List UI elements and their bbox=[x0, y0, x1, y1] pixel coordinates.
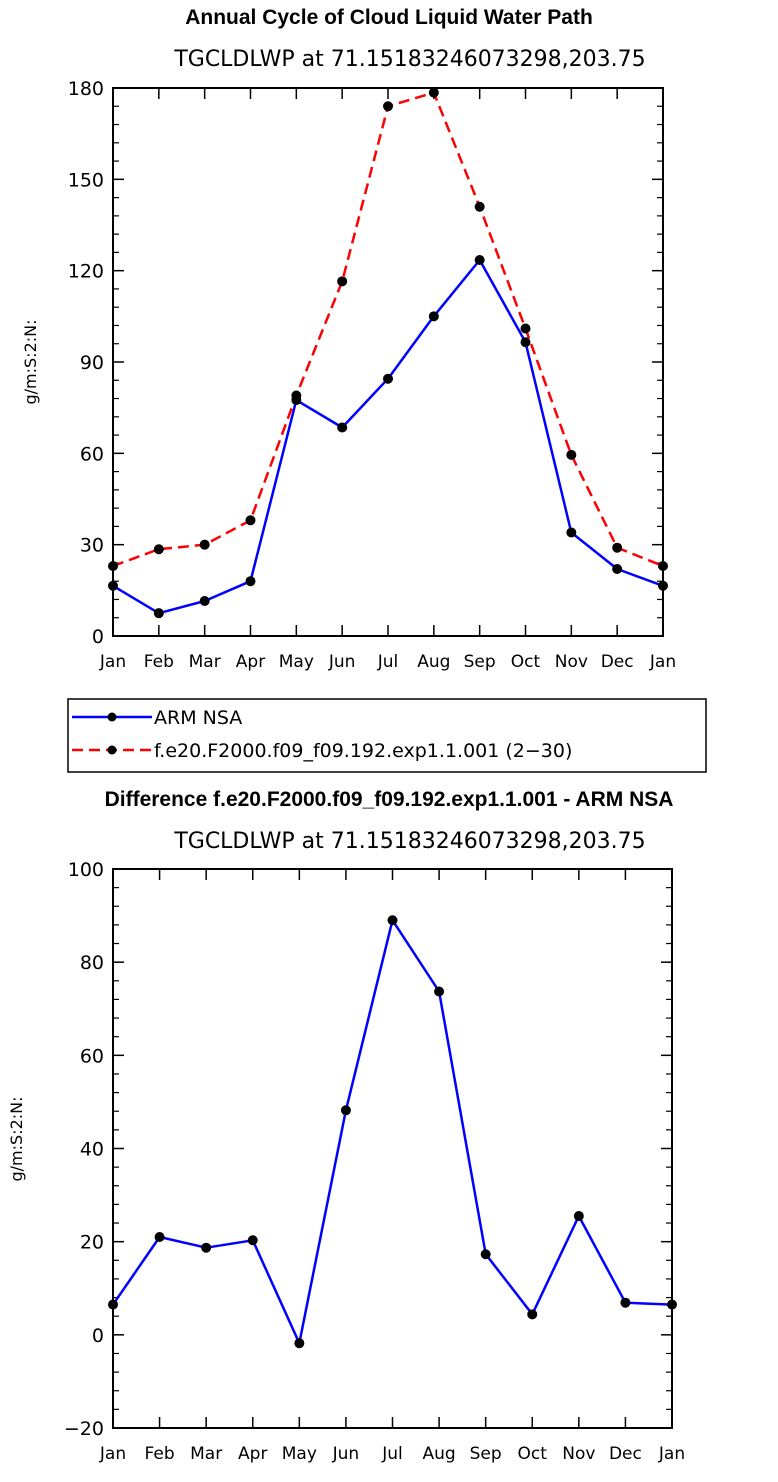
chart2-xtick-label: Aug bbox=[422, 1444, 455, 1464]
chart1-series-2-point bbox=[383, 101, 393, 112]
chart1-series-2-point bbox=[291, 390, 302, 401]
chart2-ytick-label: 80 bbox=[80, 952, 104, 974]
chart1-series-line-2 bbox=[112, 91, 664, 568]
chart1-series-2-point bbox=[199, 539, 210, 550]
chart2-xtick-label: Apr bbox=[238, 1444, 267, 1464]
legend-marker-arm bbox=[107, 712, 117, 722]
chart2-ytick-label: 40 bbox=[80, 1139, 104, 1161]
chart2-series-1-point bbox=[480, 1249, 491, 1260]
chart2-title: Difference f.e20.F2000.f09_f09.192.exp1.… bbox=[105, 788, 674, 811]
chart1-series-1-point bbox=[245, 576, 256, 587]
chart1-ytick-label: 180 bbox=[68, 78, 104, 100]
chart2-series-1-point bbox=[527, 1309, 538, 1320]
chart1-xtick-label: Jul bbox=[377, 652, 399, 672]
chart2-series-1-point bbox=[667, 1299, 677, 1310]
chart2-xtick-label: Feb bbox=[145, 1444, 175, 1464]
chart1-series-1-point bbox=[658, 580, 668, 591]
chart2-series-1-point bbox=[340, 1105, 351, 1116]
chart2-xtick-label: Jan bbox=[99, 1444, 126, 1464]
chart2-frame bbox=[112, 868, 673, 1429]
legend-marker-model bbox=[107, 745, 117, 755]
chart1-ytick-label: 150 bbox=[68, 169, 104, 191]
chart2-series-1-point bbox=[573, 1211, 584, 1222]
chart1-ytick-label: 90 bbox=[80, 352, 104, 374]
chart1-xtick-label: May bbox=[279, 652, 314, 672]
chart1-subtitle: TGCLDLWP at 71.15183246073298,203.75 bbox=[173, 47, 645, 72]
chart2-series-1-point bbox=[387, 915, 398, 926]
chart1-series-1-point bbox=[520, 337, 531, 348]
chart2-xtick-label: Jul bbox=[381, 1444, 403, 1464]
chart1-ytick-label: 30 bbox=[80, 535, 104, 557]
chart1-series-1-point bbox=[474, 255, 485, 266]
chart1-series-1-point bbox=[566, 527, 577, 538]
chart2-xtick-label: Nov bbox=[562, 1444, 595, 1464]
chart1-series-2-point bbox=[520, 323, 531, 334]
chart2-ytick-label: −20 bbox=[64, 1418, 104, 1440]
chart1-ytick-label: 120 bbox=[68, 261, 104, 283]
chart1-series-2-point bbox=[612, 542, 623, 553]
legend-label-arm: ARM NSA bbox=[154, 707, 242, 729]
chart1-series-1-point bbox=[428, 311, 439, 322]
chart1-series-1-point bbox=[337, 422, 348, 433]
chart1-series-2-point bbox=[245, 515, 256, 526]
chart1-xtick-label: Mar bbox=[189, 652, 221, 672]
chart1-series-2-point bbox=[658, 560, 668, 571]
chart1-series-2-point bbox=[153, 544, 164, 555]
chart1-series-line-1 bbox=[112, 258, 664, 615]
chart2-ytick-label: 60 bbox=[80, 1045, 104, 1067]
legend-label-model: f.e20.F2000.f09_f09.192.exp1.1.001 (2−30… bbox=[154, 740, 572, 762]
chart2-series-1-point bbox=[247, 1235, 258, 1246]
chart2-xtick-label: Sep bbox=[470, 1444, 502, 1464]
chart1-xtick-label: Apr bbox=[236, 652, 265, 672]
chart1-series-1-point bbox=[383, 373, 393, 384]
chart2-series-line-1 bbox=[111, 918, 673, 1345]
chart1-series-1-point bbox=[199, 595, 210, 606]
chart2-xtick-label: May bbox=[282, 1444, 317, 1464]
legend-box bbox=[67, 698, 707, 773]
chart1-ytick-label: 0 bbox=[92, 626, 104, 648]
chart1-xtick-label: Jun bbox=[328, 652, 356, 672]
chart1-xtick-label: Feb bbox=[144, 652, 174, 672]
chart1-xtick-label: Nov bbox=[555, 652, 588, 672]
chart1-series-2-point bbox=[337, 276, 348, 287]
chart1-xtick-label: Oct bbox=[511, 652, 541, 672]
chart1-ylabel: g/m:S:2:N: bbox=[21, 320, 40, 405]
chart1-series-2-point bbox=[428, 87, 439, 98]
chart2-series-1-point bbox=[108, 1299, 118, 1310]
chart1-xtick-label: Jan bbox=[649, 652, 676, 672]
chart1-series-2-point bbox=[566, 449, 577, 460]
chart2-series-1-point bbox=[201, 1242, 212, 1253]
chart1-series-1-point bbox=[153, 608, 164, 619]
chart2-ylabel: g/m:S:2:N: bbox=[7, 1097, 26, 1182]
chart2-xtick-label: Mar bbox=[190, 1444, 222, 1464]
chart2-plot: −20 0 20 40 60 80 100 Jan Feb Mar Apr May Jun Jul Aug S… bbox=[64, 859, 685, 1464]
chart1-frame bbox=[112, 87, 664, 637]
chart1-series-2-point bbox=[108, 560, 118, 571]
chart2-series-1-point bbox=[154, 1232, 165, 1243]
chart1-xtick-label: Dec bbox=[601, 652, 634, 672]
chart2-ytick-label: 20 bbox=[80, 1232, 104, 1254]
chart2-xtick-label: Oct bbox=[518, 1444, 548, 1464]
chart2-ytick-label: 0 bbox=[92, 1325, 104, 1347]
chart1-plot: 0 30 60 90 120 150 180 Jan Feb Mar Apr May Jun Jul Aug… bbox=[68, 78, 676, 672]
chart2-subtitle: TGCLDLWP at 71.15183246073298,203.75 bbox=[173, 829, 645, 854]
chart1-xtick-label: Sep bbox=[464, 652, 496, 672]
chart1-xtick-label: Jan bbox=[99, 652, 126, 672]
chart2-ytick-label: 100 bbox=[68, 859, 104, 881]
chart2-xtick-label: Jun bbox=[332, 1444, 360, 1464]
chart1-ytick-label: 60 bbox=[80, 443, 104, 465]
chart1-title: Annual Cycle of Cloud Liquid Water Path bbox=[185, 6, 593, 29]
chart2-series-1-point bbox=[434, 986, 445, 997]
chart1-series-1-point bbox=[108, 580, 118, 591]
chart2-xtick-label: Dec bbox=[609, 1444, 642, 1464]
chart1-series-2-point bbox=[474, 201, 485, 212]
chart2-series-1-point bbox=[294, 1338, 305, 1349]
chart1-xtick-label: Aug bbox=[417, 652, 450, 672]
legend: ARM NSA f.e20.F2000.f09_f09.192.exp1.1.0… bbox=[67, 698, 707, 773]
chart2-xtick-label: Jan bbox=[658, 1444, 685, 1464]
chart1-series-1-point bbox=[612, 564, 623, 575]
chart2-series-1-point bbox=[620, 1297, 631, 1308]
